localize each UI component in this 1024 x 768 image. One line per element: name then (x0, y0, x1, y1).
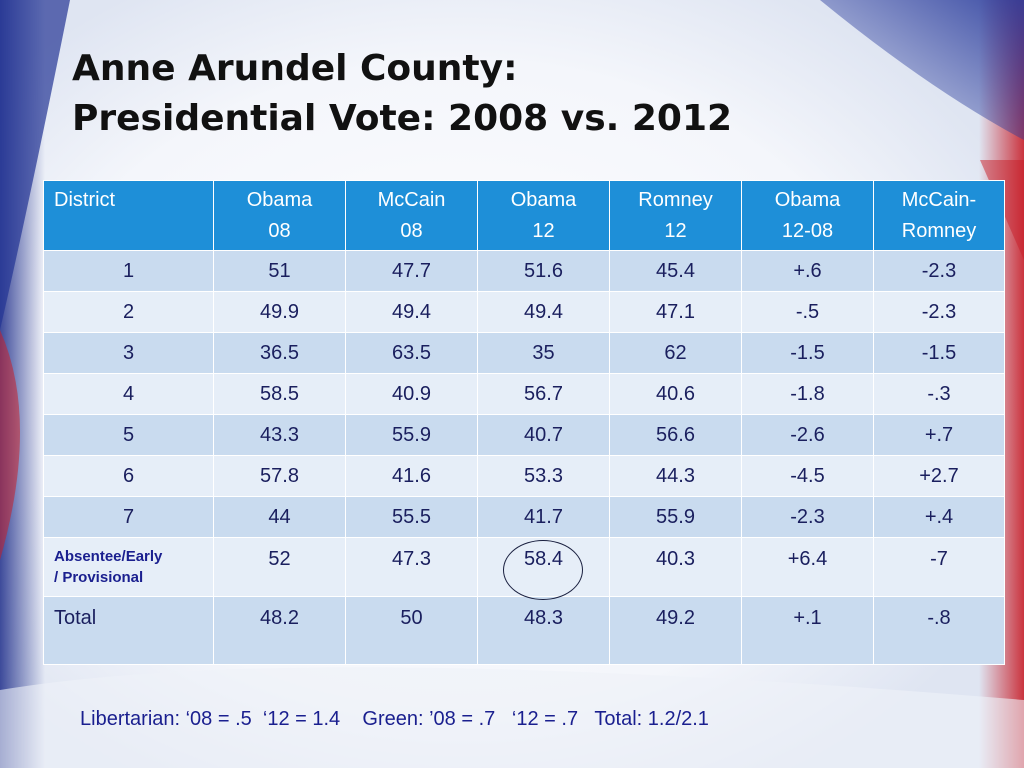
cell-obama-12: 40.7 (477, 414, 610, 456)
cell-district: 5 (43, 414, 214, 456)
cell-mccain-romney: -.8 (873, 596, 1005, 665)
table-header-row: District Obama 08 McCain 08 Obama 12 Romney… (43, 180, 1005, 251)
cell-obama-12-circled: 58.4 (477, 537, 610, 600)
cell-obama-08: 43.3 (213, 414, 346, 456)
cell-romney-12: 62 (609, 332, 742, 374)
cell-romney-12: 40.6 (609, 373, 742, 415)
cell-mccain-08: 40.9 (345, 373, 478, 415)
cell-mccain-08: 63.5 (345, 332, 478, 374)
cell-mccain-romney: -1.5 (873, 332, 1005, 374)
cell-mccain-08: 47.3 (345, 537, 478, 597)
slide-title: Anne Arundel County: Presidential Vote: … (72, 44, 732, 144)
cell-obama-12: 53.3 (477, 455, 610, 497)
header-obama-12: Obama 12 (477, 180, 610, 251)
table-row: 2 49.9 49.4 49.4 47.1 -.5 -2.3 (43, 291, 1005, 333)
vote-comparison-table: District Obama 08 McCain 08 Obama 12 Romney… (43, 180, 1005, 665)
cell-obama-change: -.5 (741, 291, 874, 333)
cell-romney-12: 47.1 (609, 291, 742, 333)
cell-district: 7 (43, 496, 214, 538)
cell-romney-12: 44.3 (609, 455, 742, 497)
cell-obama-12: 41.7 (477, 496, 610, 538)
cell-mccain-romney: +.7 (873, 414, 1005, 456)
cell-obama-change: +6.4 (741, 537, 874, 597)
cell-mccain-08: 50 (345, 596, 478, 665)
cell-mccain-08: 49.4 (345, 291, 478, 333)
header-district: District (43, 180, 214, 251)
cell-obama-08: 51 (213, 250, 346, 292)
cell-obama-08: 49.9 (213, 291, 346, 333)
cell-romney-12: 45.4 (609, 250, 742, 292)
cell-district: 4 (43, 373, 214, 415)
cell-obama-12: 51.6 (477, 250, 610, 292)
cell-obama-change: +.1 (741, 596, 874, 665)
cell-obama-change: -4.5 (741, 455, 874, 497)
cell-obama-change: -1.5 (741, 332, 874, 374)
table-row: 4 58.5 40.9 56.7 40.6 -1.8 -.3 (43, 373, 1005, 415)
slide-title-line-1: Anne Arundel County: (72, 48, 518, 89)
cell-mccain-romney: -.3 (873, 373, 1005, 415)
cell-absentee-label: Absentee/Early / Provisional (43, 537, 214, 597)
circle-annotation (503, 540, 583, 600)
cell-district: 2 (43, 291, 214, 333)
cell-romney-12: 55.9 (609, 496, 742, 538)
cell-mccain-08: 41.6 (345, 455, 478, 497)
cell-obama-08: 36.5 (213, 332, 346, 374)
cell-obama-08: 58.5 (213, 373, 346, 415)
table-row: 1 51 47.7 51.6 45.4 +.6 -2.3 (43, 250, 1005, 292)
cell-obama-12: 35 (477, 332, 610, 374)
cell-obama-change: -2.6 (741, 414, 874, 456)
cell-obama-12: 49.4 (477, 291, 610, 333)
header-obama-08: Obama 08 (213, 180, 346, 251)
cell-obama-08: 44 (213, 496, 346, 538)
header-obama-change: Obama 12-08 (741, 180, 874, 251)
cell-mccain-08: 55.9 (345, 414, 478, 456)
cell-romney-12: 40.3 (609, 537, 742, 597)
cell-mccain-08: 55.5 (345, 496, 478, 538)
cell-mccain-romney: -7 (873, 537, 1005, 597)
cell-obama-08: 48.2 (213, 596, 346, 665)
header-romney-12: Romney 12 (609, 180, 742, 251)
table-row: 7 44 55.5 41.7 55.9 -2.3 +.4 (43, 496, 1005, 538)
cell-district: 3 (43, 332, 214, 374)
table-row-total: Total 48.2 50 48.3 49.2 +.1 -.8 (43, 596, 1005, 665)
cell-district: 6 (43, 455, 214, 497)
cell-obama-12: 56.7 (477, 373, 610, 415)
table-row-absentee: Absentee/Early / Provisional 52 47.3 58.… (43, 537, 1005, 600)
table-row: 3 36.5 63.5 35 62 -1.5 -1.5 (43, 332, 1005, 374)
cell-mccain-romney: +2.7 (873, 455, 1005, 497)
cell-mccain-romney: -2.3 (873, 291, 1005, 333)
cell-obama-change: -2.3 (741, 496, 874, 538)
cell-obama-change: +.6 (741, 250, 874, 292)
table-row: 6 57.8 41.6 53.3 44.3 -4.5 +2.7 (43, 455, 1005, 497)
cell-district: 1 (43, 250, 214, 292)
third-party-footnote: Libertarian: ‘08 = .5 ‘12 = 1.4 Green: ’… (80, 708, 709, 730)
cell-romney-12: 56.6 (609, 414, 742, 456)
slide-title-line-2: Presidential Vote: 2008 vs. 2012 (72, 98, 733, 139)
header-mccain-08: McCain 08 (345, 180, 478, 251)
header-mccain-romney: McCain- Romney (873, 180, 1005, 251)
cell-mccain-romney: +.4 (873, 496, 1005, 538)
cell-total-label: Total (43, 596, 214, 665)
cell-mccain-08: 47.7 (345, 250, 478, 292)
table-row: 5 43.3 55.9 40.7 56.6 -2.6 +.7 (43, 414, 1005, 456)
cell-obama-change: -1.8 (741, 373, 874, 415)
cell-obama-08: 57.8 (213, 455, 346, 497)
cell-romney-12: 49.2 (609, 596, 742, 665)
cell-obama-08: 52 (213, 537, 346, 597)
cell-obama-12: 48.3 (477, 596, 610, 665)
cell-mccain-romney: -2.3 (873, 250, 1005, 292)
